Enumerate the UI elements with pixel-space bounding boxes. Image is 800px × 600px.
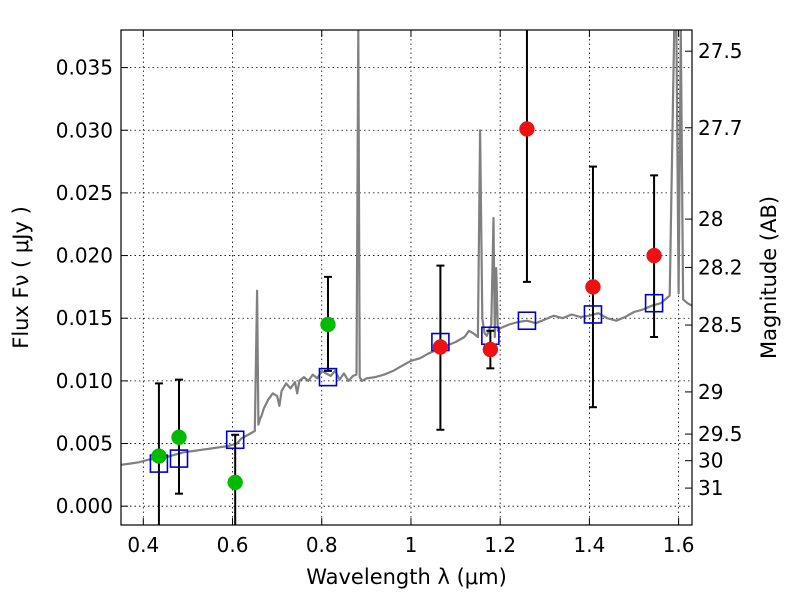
- gridlines: [121, 30, 692, 525]
- right-tick-label: 31: [698, 476, 723, 500]
- x-tick-label: 0.6: [217, 533, 249, 557]
- right-tick-label: 29.5: [698, 422, 743, 446]
- axis-ticks: [121, 30, 692, 525]
- photometry-point: [151, 448, 167, 464]
- tick-labels: 0.4 0.6 0.8 1 1.2 1.4 1.6 0.000 0.005 0.010 0.015 0…: [56, 39, 743, 557]
- y-tick-label: 0.020: [56, 244, 113, 268]
- y-tick-label: 0.030: [56, 118, 113, 142]
- model-square-marker: [318, 367, 338, 387]
- right-tick-label: 30: [698, 449, 723, 473]
- x-axis-label: Wavelength λ (μm): [306, 565, 507, 589]
- right-tick-label: 29: [698, 380, 723, 404]
- photometry-point: [482, 341, 499, 358]
- photometry-point: [646, 247, 662, 264]
- photometry-point: [585, 279, 601, 295]
- x-tick-label: 0.4: [127, 533, 159, 557]
- photometry-point: [227, 474, 243, 491]
- y-tick-label: 0.015: [56, 306, 113, 330]
- photometry-point: [320, 316, 336, 333]
- y-tick-label: 0.025: [56, 181, 113, 205]
- photometry-point: [432, 339, 449, 355]
- x-tick-label: 0.8: [306, 533, 338, 557]
- right-tick-label: 27.7: [698, 116, 743, 140]
- photometry-point: [171, 429, 187, 446]
- y-tick-label: 0.010: [56, 369, 113, 393]
- right-tick-label: 27.5: [698, 39, 743, 63]
- data-markers: [149, 121, 664, 491]
- right-tick-label: 28.2: [698, 255, 743, 279]
- y-tick-label: 0.000: [56, 494, 113, 518]
- right-axis-label: Magnitude (AB): [757, 196, 781, 359]
- right-tick-label: 28: [698, 207, 723, 231]
- model-square-marker: [517, 311, 537, 331]
- photometry-point: [519, 121, 535, 137]
- model-square-marker: [644, 293, 664, 313]
- y-tick-label: 0.005: [56, 432, 113, 456]
- model-square-marker: [169, 449, 189, 468]
- right-tick-label: 28.5: [698, 313, 743, 337]
- x-tick-label: 1.2: [484, 533, 516, 557]
- x-tick-label: 1.4: [573, 533, 605, 557]
- model-square-marker: [583, 305, 603, 324]
- x-tick-label: 1: [405, 533, 418, 557]
- model-square-marker: [225, 430, 245, 450]
- y-axis-label: Flux Fν ( μJy ): [9, 206, 33, 349]
- y-tick-label: 0.035: [56, 56, 113, 80]
- x-tick-label: 1.6: [663, 533, 695, 557]
- plot-frame: [120, 29, 693, 526]
